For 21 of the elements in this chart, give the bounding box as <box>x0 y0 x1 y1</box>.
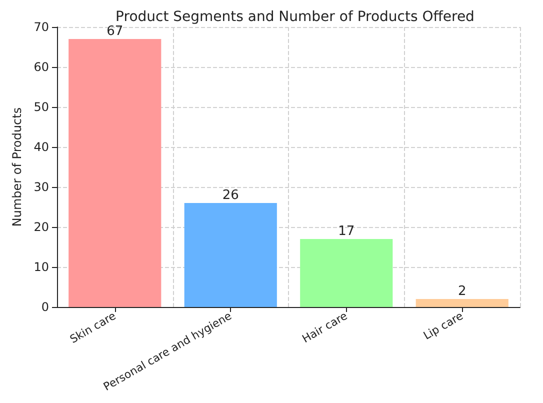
y-axis-title: Number of Products <box>10 107 24 227</box>
bar <box>300 239 393 307</box>
y-tick-label: 0 <box>41 300 49 314</box>
x-tick-label: Lip care <box>421 309 466 342</box>
data-label: 2 <box>458 284 466 299</box>
y-tick-label: 70 <box>34 20 49 34</box>
y-tick-label: 20 <box>34 220 49 234</box>
data-label: 26 <box>222 188 239 203</box>
data-label: 67 <box>106 24 124 39</box>
bar <box>184 203 277 307</box>
y-tick-label: 10 <box>34 260 49 274</box>
y-tick-label: 30 <box>34 180 49 194</box>
bar <box>416 299 508 307</box>
x-tick-label: Hair care <box>300 309 350 346</box>
y-tick-label: 50 <box>34 100 49 114</box>
chart-title: Product Segments and Number of Products Offered <box>116 9 474 25</box>
bar <box>68 39 162 307</box>
x-tick-label: Skin care <box>68 309 118 346</box>
y-tick-label: 60 <box>34 60 49 74</box>
y-tick-label: 40 <box>34 140 49 154</box>
data-label: 17 <box>338 224 355 239</box>
